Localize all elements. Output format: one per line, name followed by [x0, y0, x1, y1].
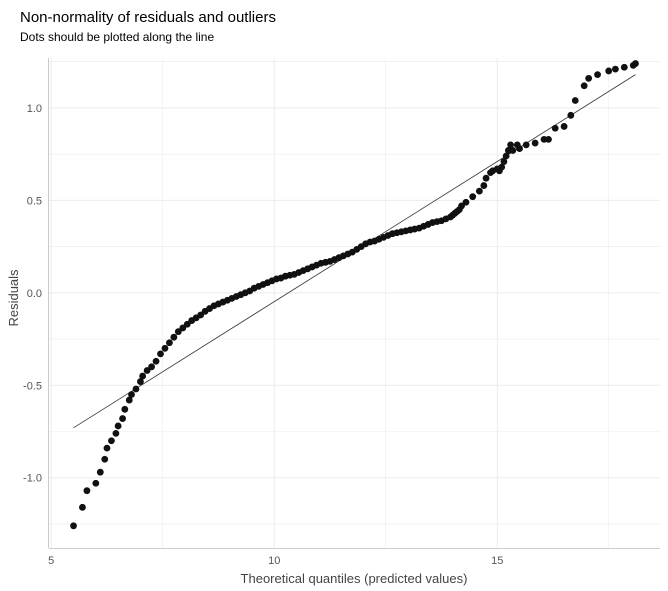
data-point [70, 522, 77, 530]
data-point [516, 145, 523, 153]
x-tick-label: 15 [491, 555, 503, 567]
data-point [161, 344, 169, 352]
data-point [83, 487, 91, 495]
y-tick-labels: -1.0 -0.5 0.0 0.5 1.0 [23, 103, 42, 485]
data-point [585, 74, 593, 82]
data-point [139, 372, 147, 380]
x-axis-label: Theoretical quantiles (predicted values) [241, 571, 468, 586]
data-point [545, 135, 552, 143]
data-point [103, 444, 111, 452]
data-point [580, 82, 588, 90]
data-point [157, 350, 164, 358]
data-point [108, 437, 115, 445]
data-point [92, 479, 100, 487]
y-tick-label: -0.5 [23, 380, 42, 392]
data-point [632, 60, 639, 67]
chart-subtitle: Dots should be plotted along the line [20, 30, 214, 44]
x-tick-label: 10 [268, 555, 280, 567]
data-point [119, 415, 126, 422]
grid-lines [49, 58, 660, 548]
x-tick-labels: 5 10 15 [48, 555, 503, 567]
data-point [560, 123, 568, 130]
data-point [509, 147, 517, 154]
data-point [137, 378, 144, 385]
data-point [197, 311, 205, 319]
y-tick-label: 0.0 [27, 288, 42, 300]
axis-lines [48, 58, 660, 549]
data-point [148, 363, 155, 371]
data-point [166, 339, 173, 347]
data-point [567, 111, 575, 119]
data-point [482, 174, 490, 182]
data-point [132, 385, 140, 393]
data-point [480, 182, 488, 189]
data-point [458, 202, 465, 210]
data-point [128, 391, 135, 398]
data-point [594, 71, 601, 79]
data-point [143, 367, 151, 374]
data-point [114, 422, 122, 430]
data-point [475, 187, 483, 195]
data-point [152, 357, 160, 365]
y-tick-label: 0.5 [27, 195, 42, 207]
data-point [174, 328, 182, 336]
data-points [70, 60, 639, 530]
data-point [500, 158, 508, 165]
data-point [551, 124, 559, 132]
data-point [507, 141, 514, 149]
data-point [79, 503, 86, 511]
x-tick-label: 5 [48, 555, 54, 567]
data-point [502, 152, 510, 160]
data-point [125, 396, 133, 404]
data-point [179, 324, 187, 332]
data-point [469, 193, 477, 201]
data-point [112, 429, 120, 437]
data-point [96, 468, 104, 476]
y-axis-label: Residuals [6, 269, 21, 327]
data-point [498, 163, 506, 171]
data-point [170, 333, 178, 341]
data-point [605, 67, 613, 75]
chart-title: Non-normality of residuals and outliers [20, 9, 276, 26]
data-point [101, 455, 109, 463]
y-tick-label: 1.0 [27, 103, 42, 115]
data-point [121, 405, 129, 413]
data-point [571, 97, 579, 104]
data-point [462, 198, 470, 206]
data-point [531, 139, 539, 147]
data-point [522, 141, 530, 149]
data-point [620, 63, 628, 71]
data-point [612, 65, 619, 73]
y-tick-label: -1.0 [23, 473, 42, 485]
data-point [183, 320, 191, 328]
